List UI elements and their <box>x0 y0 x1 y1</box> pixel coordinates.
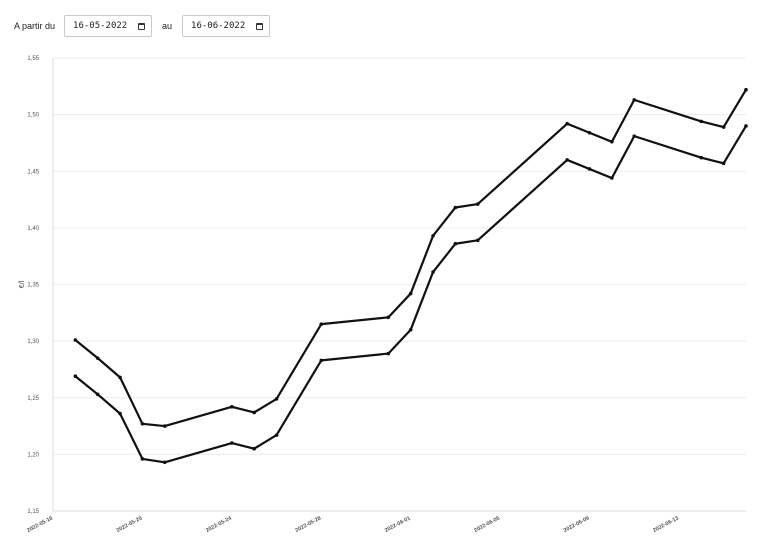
y-tick-label: 1,35 <box>27 283 39 289</box>
to-date-input[interactable]: 16-06-2022 <box>182 15 271 37</box>
data-point[interactable] <box>73 338 78 342</box>
data-point[interactable] <box>95 356 100 360</box>
x-axis-ticks: 2022-05-16 2022-05-20 2022-05-24 2022-05-28… <box>26 515 680 534</box>
data-point[interactable] <box>319 358 324 363</box>
data-point[interactable] <box>73 374 78 379</box>
data-point[interactable] <box>721 125 726 129</box>
data-point[interactable] <box>386 315 391 320</box>
chart-grid <box>52 57 746 512</box>
from-date-value: 16-05-2022 <box>73 21 128 31</box>
y-tick-label: 1,25 <box>27 396 39 402</box>
chart-series <box>73 87 748 465</box>
data-point[interactable] <box>431 234 435 238</box>
date-range-controls: A partir du 16-05-2022 au 16-06-2022 <box>14 13 271 39</box>
data-point[interactable] <box>140 421 145 426</box>
data-point[interactable] <box>699 155 704 160</box>
data-point[interactable] <box>453 205 458 210</box>
data-point[interactable] <box>140 457 145 461</box>
x-tick-label: 2022-06-13 <box>652 515 680 534</box>
from-label: A partir du <box>14 21 56 31</box>
data-point[interactable] <box>118 411 122 416</box>
data-point[interactable] <box>744 124 748 128</box>
x-tick-label: 2022-05-20 <box>116 515 144 534</box>
data-point[interactable] <box>475 238 480 243</box>
y-tick-label: 1,30 <box>27 339 39 345</box>
data-point[interactable] <box>162 460 167 465</box>
data-point[interactable] <box>274 433 279 437</box>
y-tick-label: 1,15 <box>27 509 39 515</box>
y-tick-label: 1,55 <box>27 56 39 62</box>
data-point[interactable] <box>632 98 637 102</box>
data-point[interactable] <box>162 424 167 428</box>
data-point[interactable] <box>230 441 234 445</box>
data-point[interactable] <box>118 375 122 380</box>
data-point[interactable] <box>95 392 100 397</box>
data-point[interactable] <box>252 446 256 451</box>
data-point[interactable] <box>587 167 592 171</box>
data-point[interactable] <box>565 121 569 126</box>
data-point[interactable] <box>252 410 256 415</box>
x-tick-label: 2022-06-09 <box>563 515 591 534</box>
data-point[interactable] <box>319 322 324 326</box>
data-point[interactable] <box>386 351 391 356</box>
to-label: au <box>162 21 173 31</box>
data-point[interactable] <box>699 119 704 124</box>
data-point[interactable] <box>230 405 234 409</box>
data-point[interactable] <box>632 134 637 138</box>
data-point[interactable] <box>431 270 435 274</box>
y-tick-label: 1,20 <box>27 452 39 458</box>
calendar-icon[interactable] <box>138 22 146 30</box>
y-tick-label: 1,50 <box>27 113 39 119</box>
data-point[interactable] <box>610 176 614 180</box>
x-tick-label: 2022-05-16 <box>26 515 54 534</box>
x-tick-label: 2022-06-05 <box>473 515 501 534</box>
data-point[interactable] <box>408 291 413 296</box>
x-tick-label: 2022-06-01 <box>384 515 412 534</box>
y-tick-label: 1,40 <box>27 226 39 232</box>
data-point[interactable] <box>408 328 413 332</box>
y-axis-ticks: 1,15 1,20 1,25 1,30 1,35 1,40 1,45 1,50 1,55 <box>27 56 39 515</box>
data-point[interactable] <box>721 161 726 166</box>
to-date-value: 16-06-2022 <box>191 21 246 31</box>
data-point[interactable] <box>274 397 279 401</box>
y-axis-label: €/l <box>19 280 26 288</box>
from-date-input[interactable]: 16-05-2022 <box>64 15 153 37</box>
data-point[interactable] <box>744 87 748 92</box>
x-tick-label: 2022-05-24 <box>205 515 233 534</box>
y-tick-label: 1,45 <box>27 169 39 175</box>
data-point[interactable] <box>453 241 458 246</box>
calendar-icon[interactable] <box>256 22 264 30</box>
data-point[interactable] <box>565 158 569 162</box>
data-point[interactable] <box>610 140 614 144</box>
data-point[interactable] <box>587 130 592 135</box>
data-point[interactable] <box>475 202 480 206</box>
x-tick-label: 2022-05-28 <box>295 515 323 534</box>
